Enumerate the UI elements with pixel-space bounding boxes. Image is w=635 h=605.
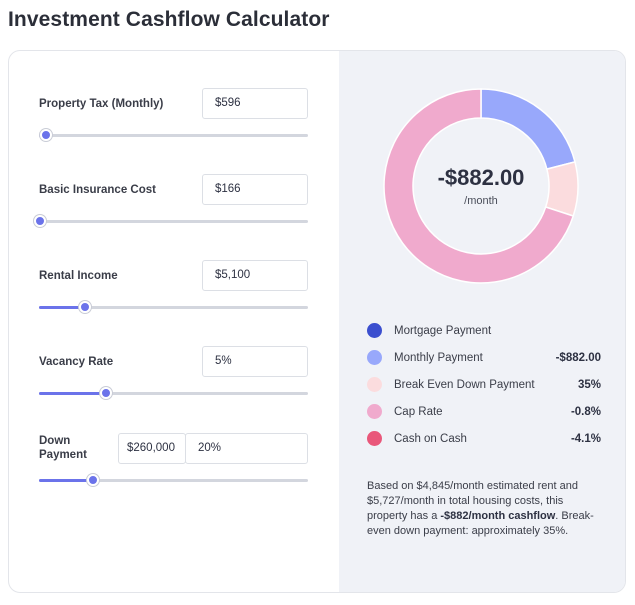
down-payment-amount-input[interactable]: $260,000 xyxy=(118,433,186,464)
legend-value: -$882.00 xyxy=(555,351,601,364)
summary-bold: -$882/month cashflow xyxy=(440,510,556,522)
insurance-label: Basic Insurance Cost xyxy=(39,184,156,196)
donut-sub: /month xyxy=(464,195,498,207)
legend-dot xyxy=(367,377,382,392)
slider-fill xyxy=(39,479,93,482)
donut-center: -$882.00 /month xyxy=(383,88,579,284)
down-payment-slider[interactable] xyxy=(39,474,308,486)
slider-thumb[interactable] xyxy=(39,129,52,141)
down-payment-field: Down Payment $260,000 20% xyxy=(9,433,339,503)
insurance-input[interactable]: $166 xyxy=(202,174,308,205)
inputs-panel: Property Tax (Monthly) $596 Basic Insura… xyxy=(9,51,339,592)
summary-part2: . Break-even down payment: approximately… xyxy=(367,510,594,537)
donut-segment-cap-rate xyxy=(383,88,575,284)
donut-value: -$882.00 xyxy=(437,165,525,190)
rental-income-slider[interactable] xyxy=(39,301,308,313)
property-tax-field: Property Tax (Monthly) $596 xyxy=(9,88,339,158)
legend-value: -4.1% xyxy=(570,432,601,445)
legend-dot xyxy=(367,350,382,365)
summary-part1: Based on $4,845/month estimated rent and… xyxy=(367,480,578,522)
property-tax-label: Property Tax (Monthly) xyxy=(39,98,164,110)
vacancy-rate-field: Vacancy Rate 5% xyxy=(9,346,339,416)
slider-fill xyxy=(39,306,85,309)
slider-fill xyxy=(39,392,107,395)
legend-dot xyxy=(367,323,382,338)
page-title: Investment Cashflow Calculator xyxy=(8,8,330,31)
donut-svg xyxy=(383,88,579,284)
legend-label: Cap Rate xyxy=(394,405,443,418)
legend-label: Cash on Cash xyxy=(394,432,467,445)
vacancy-rate-slider[interactable] xyxy=(39,387,308,399)
legend-item-break-even-down-payment: Break Even Down Payment 35% xyxy=(367,371,601,398)
slider-thumb[interactable] xyxy=(100,387,113,399)
slider-track xyxy=(39,479,308,482)
legend-label: Monthly Payment xyxy=(394,351,483,364)
property-tax-input[interactable]: $596 xyxy=(202,88,308,119)
insurance-slider[interactable] xyxy=(34,215,308,227)
vacancy-rate-input[interactable]: 5% xyxy=(202,346,308,377)
rental-income-input[interactable]: $5,100 xyxy=(202,260,308,291)
slider-track xyxy=(39,306,308,309)
cashflow-donut-chart: -$882.00 /month xyxy=(383,88,579,284)
down-payment-percent-input[interactable]: 20% xyxy=(185,433,308,464)
down-payment-label-line2: Payment xyxy=(39,449,87,461)
legend-dot xyxy=(367,431,382,446)
summary-text: Based on $4,845/month estimated rent and… xyxy=(367,479,601,539)
legend-item-cap-rate: Cap Rate -0.8% xyxy=(367,398,601,425)
legend-value: 35% xyxy=(577,378,601,391)
legend-value: -0.8% xyxy=(570,405,601,418)
legend: Mortgage Payment Monthly Payment -$882.0… xyxy=(367,317,601,452)
slider-track xyxy=(39,134,308,137)
rental-income-label: Rental Income xyxy=(39,270,118,282)
slider-thumb[interactable] xyxy=(78,301,91,313)
slider-thumb[interactable] xyxy=(34,215,47,227)
slider-track xyxy=(39,392,308,395)
down-payment-label: Down Payment xyxy=(39,434,87,462)
legend-label: Mortgage Payment xyxy=(394,324,492,337)
legend-dot xyxy=(367,404,382,419)
legend-item-cash-on-cash: Cash on Cash -4.1% xyxy=(367,425,601,452)
legend-label: Break Even Down Payment xyxy=(394,378,535,391)
rental-income-field: Rental Income $5,100 xyxy=(9,260,339,330)
legend-item-mortgage-payment: Mortgage Payment xyxy=(367,317,601,344)
slider-track xyxy=(39,220,308,223)
results-panel: -$882.00 /month Mortgage Payment Monthly… xyxy=(339,51,625,592)
slider-thumb[interactable] xyxy=(86,474,99,486)
legend-item-monthly-payment: Monthly Payment -$882.00 xyxy=(367,344,601,371)
property-tax-slider[interactable] xyxy=(39,129,308,141)
down-payment-label-line1: Down xyxy=(39,435,71,447)
vacancy-rate-label: Vacancy Rate xyxy=(39,356,114,368)
calculator-card: Property Tax (Monthly) $596 Basic Insura… xyxy=(8,50,626,593)
insurance-field: Basic Insurance Cost $166 xyxy=(9,174,339,244)
